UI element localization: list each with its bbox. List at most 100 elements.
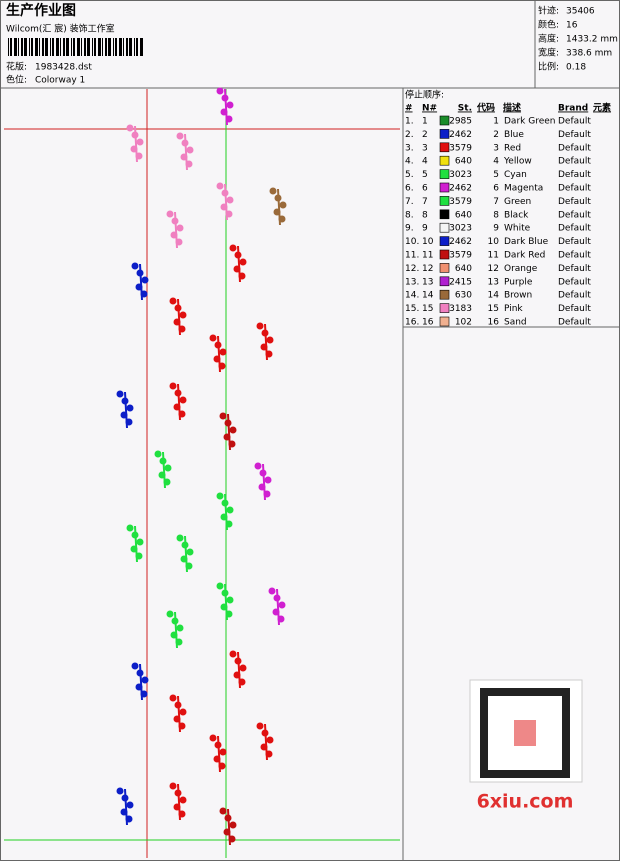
petal	[186, 548, 194, 556]
description: Brown	[504, 291, 532, 301]
design-area	[4, 87, 400, 858]
bar	[35, 38, 38, 56]
bar	[98, 38, 101, 56]
petal	[220, 108, 228, 116]
bar	[42, 38, 44, 56]
needle: 7	[422, 197, 428, 207]
petal	[228, 835, 236, 843]
petal	[260, 343, 268, 351]
row-num: 3.	[405, 143, 414, 153]
petal	[265, 750, 273, 758]
petal	[219, 748, 227, 756]
petal	[175, 238, 183, 246]
petal	[166, 210, 174, 218]
petal	[229, 426, 237, 434]
petal	[141, 276, 149, 284]
bar	[102, 38, 103, 56]
petal	[221, 589, 229, 597]
swatch	[439, 249, 450, 260]
petal	[136, 138, 144, 146]
petal	[269, 187, 277, 195]
petal	[272, 608, 280, 616]
petal	[229, 821, 237, 829]
petal	[265, 350, 273, 358]
petal	[219, 412, 227, 420]
petal	[260, 743, 268, 751]
bar	[56, 38, 59, 56]
petal	[274, 194, 282, 202]
stat-value: 35406	[566, 7, 595, 17]
stat-label: 宽度:	[538, 47, 559, 59]
table-title: 停止顺序:	[405, 89, 444, 101]
stitches: 102	[455, 318, 472, 328]
stitches: 640	[455, 157, 472, 167]
petal	[163, 478, 171, 486]
petal	[254, 462, 262, 470]
petal	[130, 145, 138, 153]
brand: Default	[558, 157, 591, 167]
stat-label: 针迹:	[538, 5, 559, 17]
petal	[273, 594, 281, 602]
swatch	[439, 236, 450, 246]
needle: 13	[422, 277, 433, 287]
code: 4	[493, 157, 499, 167]
petal	[131, 262, 139, 270]
petal	[158, 471, 166, 479]
petal	[238, 678, 246, 686]
swatch	[439, 142, 450, 153]
petal	[214, 741, 222, 749]
petal	[181, 139, 189, 147]
stitches: 3183	[449, 304, 472, 314]
title: 生产作业图	[6, 2, 76, 19]
stitches: 2462	[449, 237, 472, 247]
code: 16	[488, 318, 500, 328]
column-header: N#	[422, 104, 437, 114]
petal	[277, 615, 285, 623]
petal	[220, 513, 228, 521]
stitches: 2415	[449, 277, 472, 287]
bar	[108, 38, 111, 56]
bar	[66, 38, 69, 56]
description: Orange	[504, 264, 538, 274]
needle: 9	[422, 224, 428, 234]
bar	[129, 38, 132, 56]
row-num: 10.	[405, 237, 419, 247]
needle: 6	[422, 184, 428, 194]
bar	[87, 38, 90, 56]
description: Dark Green	[504, 117, 555, 127]
petal	[166, 610, 174, 618]
bar	[14, 38, 17, 56]
petal	[176, 534, 184, 542]
swatch	[439, 303, 450, 313]
swatch	[439, 222, 450, 233]
petal	[116, 390, 124, 398]
needle: 16	[422, 318, 434, 328]
row-num: 12.	[405, 264, 419, 274]
petal	[220, 603, 228, 611]
stat-value: 0.18	[566, 63, 586, 73]
petal	[216, 87, 224, 95]
code: 2	[493, 130, 499, 140]
petal	[239, 258, 247, 266]
petal	[213, 355, 221, 363]
row-num: 11.	[405, 251, 419, 261]
petal	[169, 694, 177, 702]
petal	[173, 403, 181, 411]
code: 12	[488, 264, 499, 274]
petal	[176, 224, 184, 232]
petal	[219, 807, 227, 815]
petal	[131, 531, 139, 539]
brand: Default	[558, 224, 591, 234]
petal	[175, 638, 183, 646]
brand: Default	[558, 143, 591, 153]
description: Sand	[504, 318, 527, 328]
code: 15	[488, 304, 499, 314]
needle: 2	[422, 130, 428, 140]
bar	[18, 38, 19, 56]
petal	[121, 397, 129, 405]
stat-value: 338.6 mm	[566, 49, 612, 59]
petal	[126, 524, 134, 532]
petal	[216, 582, 224, 590]
needle: 1	[422, 117, 428, 127]
stitches: 2985	[449, 117, 472, 127]
